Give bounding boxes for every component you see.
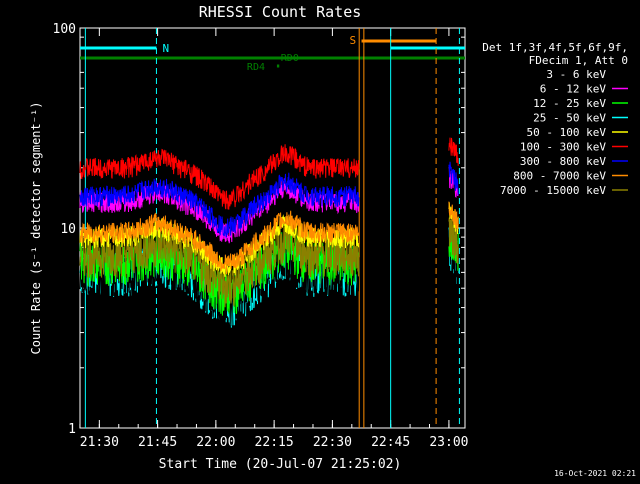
legend-label: 7000 - 15000 keV [500,184,606,197]
y-tick-label: 100 [53,22,76,37]
series-line-tail [448,201,459,230]
series-line-tail [448,212,459,264]
legend-label: 100 - 300 keV [520,141,606,154]
x-tick-label: 21:45 [138,435,177,450]
legend-label: 25 - 50 keV [533,112,606,125]
annotation-rd4: RD4 [247,62,265,73]
legend-label: 12 - 25 keV [533,97,606,110]
x-axis-label: Start Time (20-Jul-07 21:25:02) [159,457,402,472]
x-tick-label: 23:00 [429,435,468,450]
x-tick-label: 21:30 [80,435,119,450]
series-line-tail [448,161,459,196]
annotation-n: N [162,42,169,55]
legend-header-line2: FDecim 1, Att 0 [529,54,628,67]
series-line [79,144,360,210]
footer-date: 16-Oct-2021 02:21 [554,469,636,478]
legend-label: 300 - 800 keV [520,155,606,168]
series-line [79,172,360,238]
legend-label: 3 - 6 keV [546,68,606,81]
legend-label: 800 - 7000 keV [513,170,606,183]
legend-label: 6 - 12 keV [540,83,607,96]
annotation-rd0: RD0 [281,53,299,64]
x-tick-label: 22:30 [313,435,352,450]
x-tick-label: 22:45 [371,435,410,450]
legend-header-line1: Det 1f,3f,4f,5f,6f,9f, [482,41,628,54]
x-tick-label: 22:00 [196,435,235,450]
y-tick-label: 10 [60,222,76,237]
y-axis-label: Count Rate (s⁻¹ detector segment⁻¹) [29,102,43,355]
series-line [79,210,360,275]
series-line-tail [448,137,459,166]
y-tick-label: 1 [68,422,76,437]
x-tick-label: 22:15 [255,435,294,450]
annotation-s: S [350,34,357,47]
chart-title: RHESSI Count Rates [199,3,362,21]
series-line [79,220,360,308]
legend-label: 50 - 100 keV [527,126,607,139]
